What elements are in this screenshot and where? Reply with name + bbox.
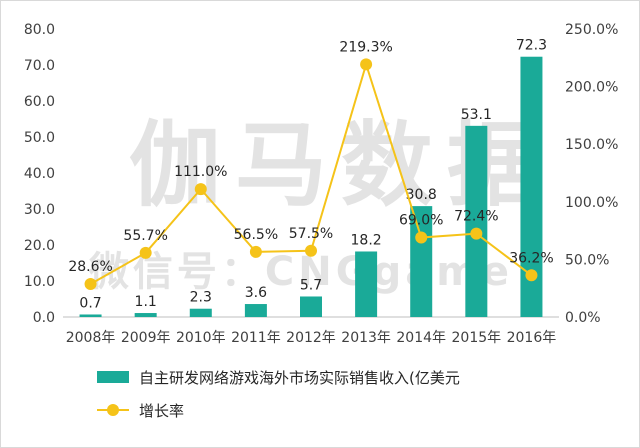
line-point [84,278,97,291]
bar [355,251,378,317]
line-data-label: 55.7% [123,228,167,244]
y-right-tick-label: 250.0% [565,22,618,38]
y-left-tick-label: 10.0 [24,274,55,290]
y-left-tick-label: 80.0 [24,22,55,38]
y-right-tick-label: 150.0% [565,137,618,153]
bar [244,304,267,317]
bar [465,125,488,317]
bar-data-label: 0.7 [79,295,101,311]
y-left-tick-label: 70.0 [24,58,55,74]
y-left-tick-label: 0.0 [33,310,55,326]
line-data-label: 69.0% [399,213,443,229]
y-left-tick-label: 50.0 [24,130,55,146]
line-data-label: 111.0% [174,164,227,180]
line-point [194,183,207,196]
bar-data-label: 72.3 [516,38,547,54]
legend-bar-label: 自主研发网络游戏海外市场实际销售收入(亿美元 [139,369,460,387]
line-point [249,245,262,258]
legend-bar-swatch [97,371,129,383]
line-point [470,227,483,240]
bar-data-label: 18.2 [351,232,382,248]
y-right-tick-label: 0.0% [565,310,601,326]
bar-data-label: 5.7 [300,277,322,293]
x-tick-label: 2009年 [121,330,171,346]
y-right-tick-label: 100.0% [565,195,618,211]
x-tick-label: 2008年 [66,330,116,346]
legend-line-marker [107,404,119,416]
x-tick-label: 2016年 [507,330,557,346]
line-point [139,246,152,259]
line-point [360,58,373,71]
line-data-label: 219.3% [339,39,392,55]
bar-data-label: 53.1 [461,107,492,123]
y-right-tick-label: 200.0% [565,80,618,96]
y-right-tick-label: 50.0% [565,252,609,268]
bar [134,313,157,317]
line-point [305,244,317,257]
bar [300,296,322,317]
bar [410,206,433,317]
line-data-label: 28.6% [68,259,112,275]
x-tick-label: 2015年 [452,330,502,346]
watermark-sub: 微信号：CNGgame [88,249,513,295]
x-tick-label: 2012年 [286,330,336,346]
legend-line-label: 增长率 [139,402,184,420]
bar-data-label: 3.6 [245,285,267,301]
line-point [415,231,428,244]
x-tick-label: 2011年 [231,330,281,346]
bar [189,308,212,317]
bar-data-label: 1.1 [135,294,157,310]
line-data-label: 36.2% [509,250,553,266]
line-data-label: 56.5% [234,227,278,243]
x-tick-label: 2010年 [176,330,226,346]
bar [79,314,102,317]
y-left-tick-label: 40.0 [24,166,55,182]
y-left-tick-label: 20.0 [24,238,55,254]
line-data-label: 72.4% [454,209,498,225]
bar-data-label: 2.3 [190,290,212,306]
line-data-label: 57.5% [289,226,333,242]
bar [520,56,543,317]
x-tick-label: 2013年 [341,330,391,346]
y-left-tick-label: 30.0 [24,202,55,218]
line-point [525,269,538,282]
bar-data-label: 30.8 [406,187,437,203]
y-left-tick-label: 60.0 [24,94,55,110]
x-tick-label: 2014年 [396,330,446,346]
